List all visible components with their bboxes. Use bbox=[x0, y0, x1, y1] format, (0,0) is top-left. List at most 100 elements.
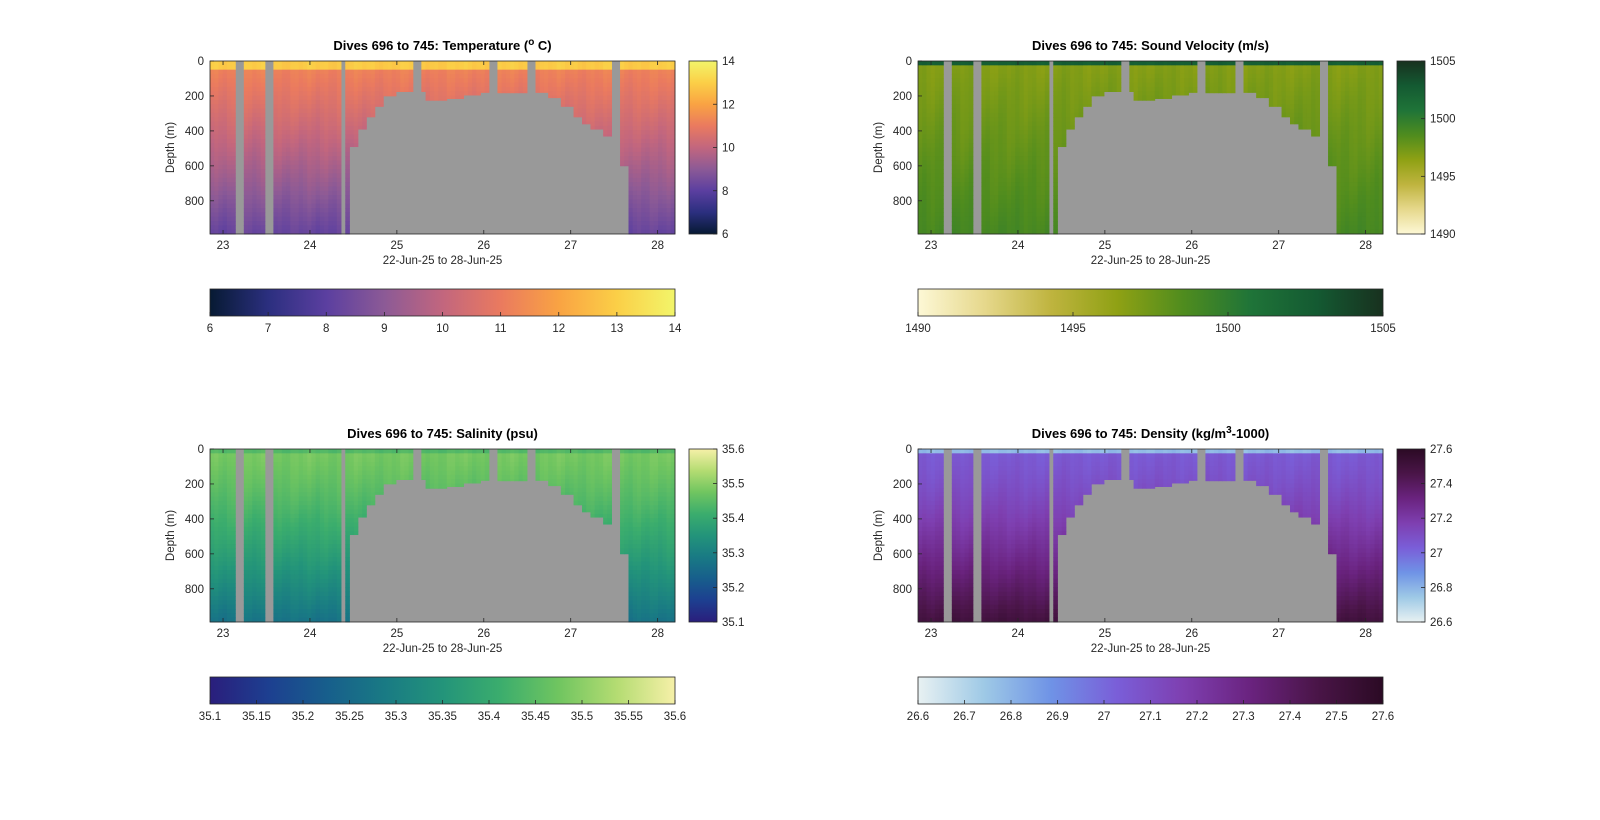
heatmap-cell bbox=[1353, 113, 1358, 118]
heatmap-cell bbox=[952, 78, 957, 83]
heatmap-cell bbox=[990, 160, 995, 165]
heatmap-cell bbox=[1003, 104, 1008, 109]
heatmap-cell bbox=[1345, 139, 1350, 144]
heatmap-cell bbox=[565, 91, 570, 96]
heatmap-cell bbox=[1189, 78, 1194, 83]
heatmap-cell bbox=[1341, 178, 1346, 183]
heatmap-cell bbox=[952, 169, 957, 174]
heatmap-cell bbox=[939, 221, 944, 226]
heatmap-cell bbox=[1353, 165, 1358, 170]
heatmap-cell bbox=[1370, 139, 1375, 144]
heatmap-cell bbox=[1353, 109, 1358, 114]
heatmap-cell bbox=[1332, 109, 1337, 114]
heatmap-cell bbox=[1146, 100, 1151, 101]
heatmap-cell bbox=[952, 100, 957, 105]
heatmap-cell bbox=[641, 126, 646, 131]
heatmap-cell bbox=[1265, 61, 1270, 66]
heatmap-cell bbox=[328, 61, 333, 66]
heatmap-cell bbox=[231, 531, 236, 536]
heatmap-cell bbox=[252, 475, 257, 480]
heatmap-cell bbox=[273, 96, 278, 101]
heatmap-cell bbox=[607, 126, 612, 131]
heatmap-cell bbox=[333, 113, 338, 118]
heatmap-cell bbox=[1062, 104, 1067, 109]
heatmap-cell bbox=[316, 191, 321, 196]
heatmap-cell bbox=[278, 104, 283, 109]
heatmap-cell bbox=[231, 74, 236, 79]
heatmap-cell bbox=[1003, 225, 1008, 230]
heatmap-cell bbox=[1294, 117, 1299, 122]
heatmap-cell bbox=[328, 186, 333, 191]
heatmap-cell bbox=[227, 126, 232, 131]
heatmap-cell bbox=[1096, 87, 1101, 92]
heatmap-cell bbox=[1362, 135, 1367, 140]
heatmap-cell bbox=[969, 104, 974, 109]
heatmap-cell bbox=[311, 178, 316, 183]
heatmap-cell bbox=[1083, 87, 1088, 92]
heatmap-cell bbox=[252, 579, 257, 584]
heatmap-cell bbox=[1345, 208, 1350, 213]
heatmap-cell bbox=[210, 488, 215, 493]
heatmap-cell bbox=[337, 199, 342, 204]
heatmap-cell bbox=[986, 208, 991, 213]
heatmap-cell bbox=[939, 152, 944, 157]
heatmap-cell bbox=[1358, 109, 1363, 114]
heatmap-cell bbox=[1353, 130, 1358, 135]
heatmap-cell bbox=[1003, 199, 1008, 204]
heatmap-cell bbox=[1074, 78, 1079, 83]
heatmap-cell bbox=[252, 574, 257, 579]
heatmap-cell bbox=[1315, 130, 1320, 135]
heatmap-cell bbox=[502, 87, 507, 92]
heatmap-cell bbox=[1358, 104, 1363, 109]
heatmap-cell bbox=[1370, 126, 1375, 131]
heatmap-cell bbox=[328, 122, 333, 127]
heatmap-cell bbox=[324, 178, 329, 183]
heatmap-cell bbox=[667, 78, 672, 83]
heatmap-cell bbox=[650, 126, 655, 131]
heatmap-cell bbox=[303, 70, 308, 75]
heatmap-cell bbox=[629, 186, 634, 191]
heatmap-cell bbox=[629, 148, 634, 153]
heatmap-cell bbox=[960, 96, 965, 101]
heatmap-cell bbox=[1349, 139, 1354, 144]
heatmap-cell bbox=[333, 91, 338, 96]
heatmap-cell bbox=[328, 100, 333, 105]
heatmap-cell bbox=[998, 61, 1003, 66]
heatmap-cell bbox=[922, 65, 927, 70]
heatmap-cell bbox=[223, 505, 228, 510]
heatmap-cell bbox=[586, 96, 591, 101]
heatmap-cell bbox=[231, 212, 236, 217]
heatmap-cell bbox=[1019, 135, 1024, 140]
heatmap-cell bbox=[918, 160, 923, 165]
heatmap-cell bbox=[227, 587, 232, 592]
heatmap-cell bbox=[1298, 65, 1303, 70]
heatmap-cell bbox=[1375, 100, 1380, 105]
heatmap-cell bbox=[248, 561, 253, 566]
heatmap-cell bbox=[633, 195, 638, 200]
heatmap-cell bbox=[299, 160, 304, 165]
heatmap-cell bbox=[214, 212, 219, 217]
heatmap-cell bbox=[1256, 74, 1261, 79]
heatmap-cell bbox=[324, 117, 329, 122]
heatmap-cell bbox=[231, 204, 236, 209]
heatmap-cell bbox=[1375, 199, 1380, 204]
heatmap-cell bbox=[1024, 100, 1029, 105]
heatmap-cell bbox=[1362, 74, 1367, 79]
heatmap-cell bbox=[1366, 208, 1371, 213]
heatmap-cell bbox=[248, 139, 253, 144]
heatmap-cell bbox=[244, 65, 249, 70]
heatmap-cell bbox=[1252, 61, 1257, 66]
heatmap-cell bbox=[481, 87, 486, 92]
heatmap-cell bbox=[1032, 217, 1037, 222]
heatmap-cell bbox=[519, 61, 524, 66]
heatmap-cell bbox=[1011, 65, 1016, 70]
heatmap-cell bbox=[1362, 152, 1367, 157]
heatmap-cell bbox=[998, 152, 1003, 157]
heatmap-cell bbox=[1036, 130, 1041, 135]
heatmap-cell bbox=[620, 100, 625, 105]
heatmap-cell bbox=[1210, 87, 1215, 92]
heatmap-cell bbox=[252, 83, 257, 88]
heatmap-cell bbox=[434, 78, 439, 83]
heatmap-cell bbox=[994, 191, 999, 196]
